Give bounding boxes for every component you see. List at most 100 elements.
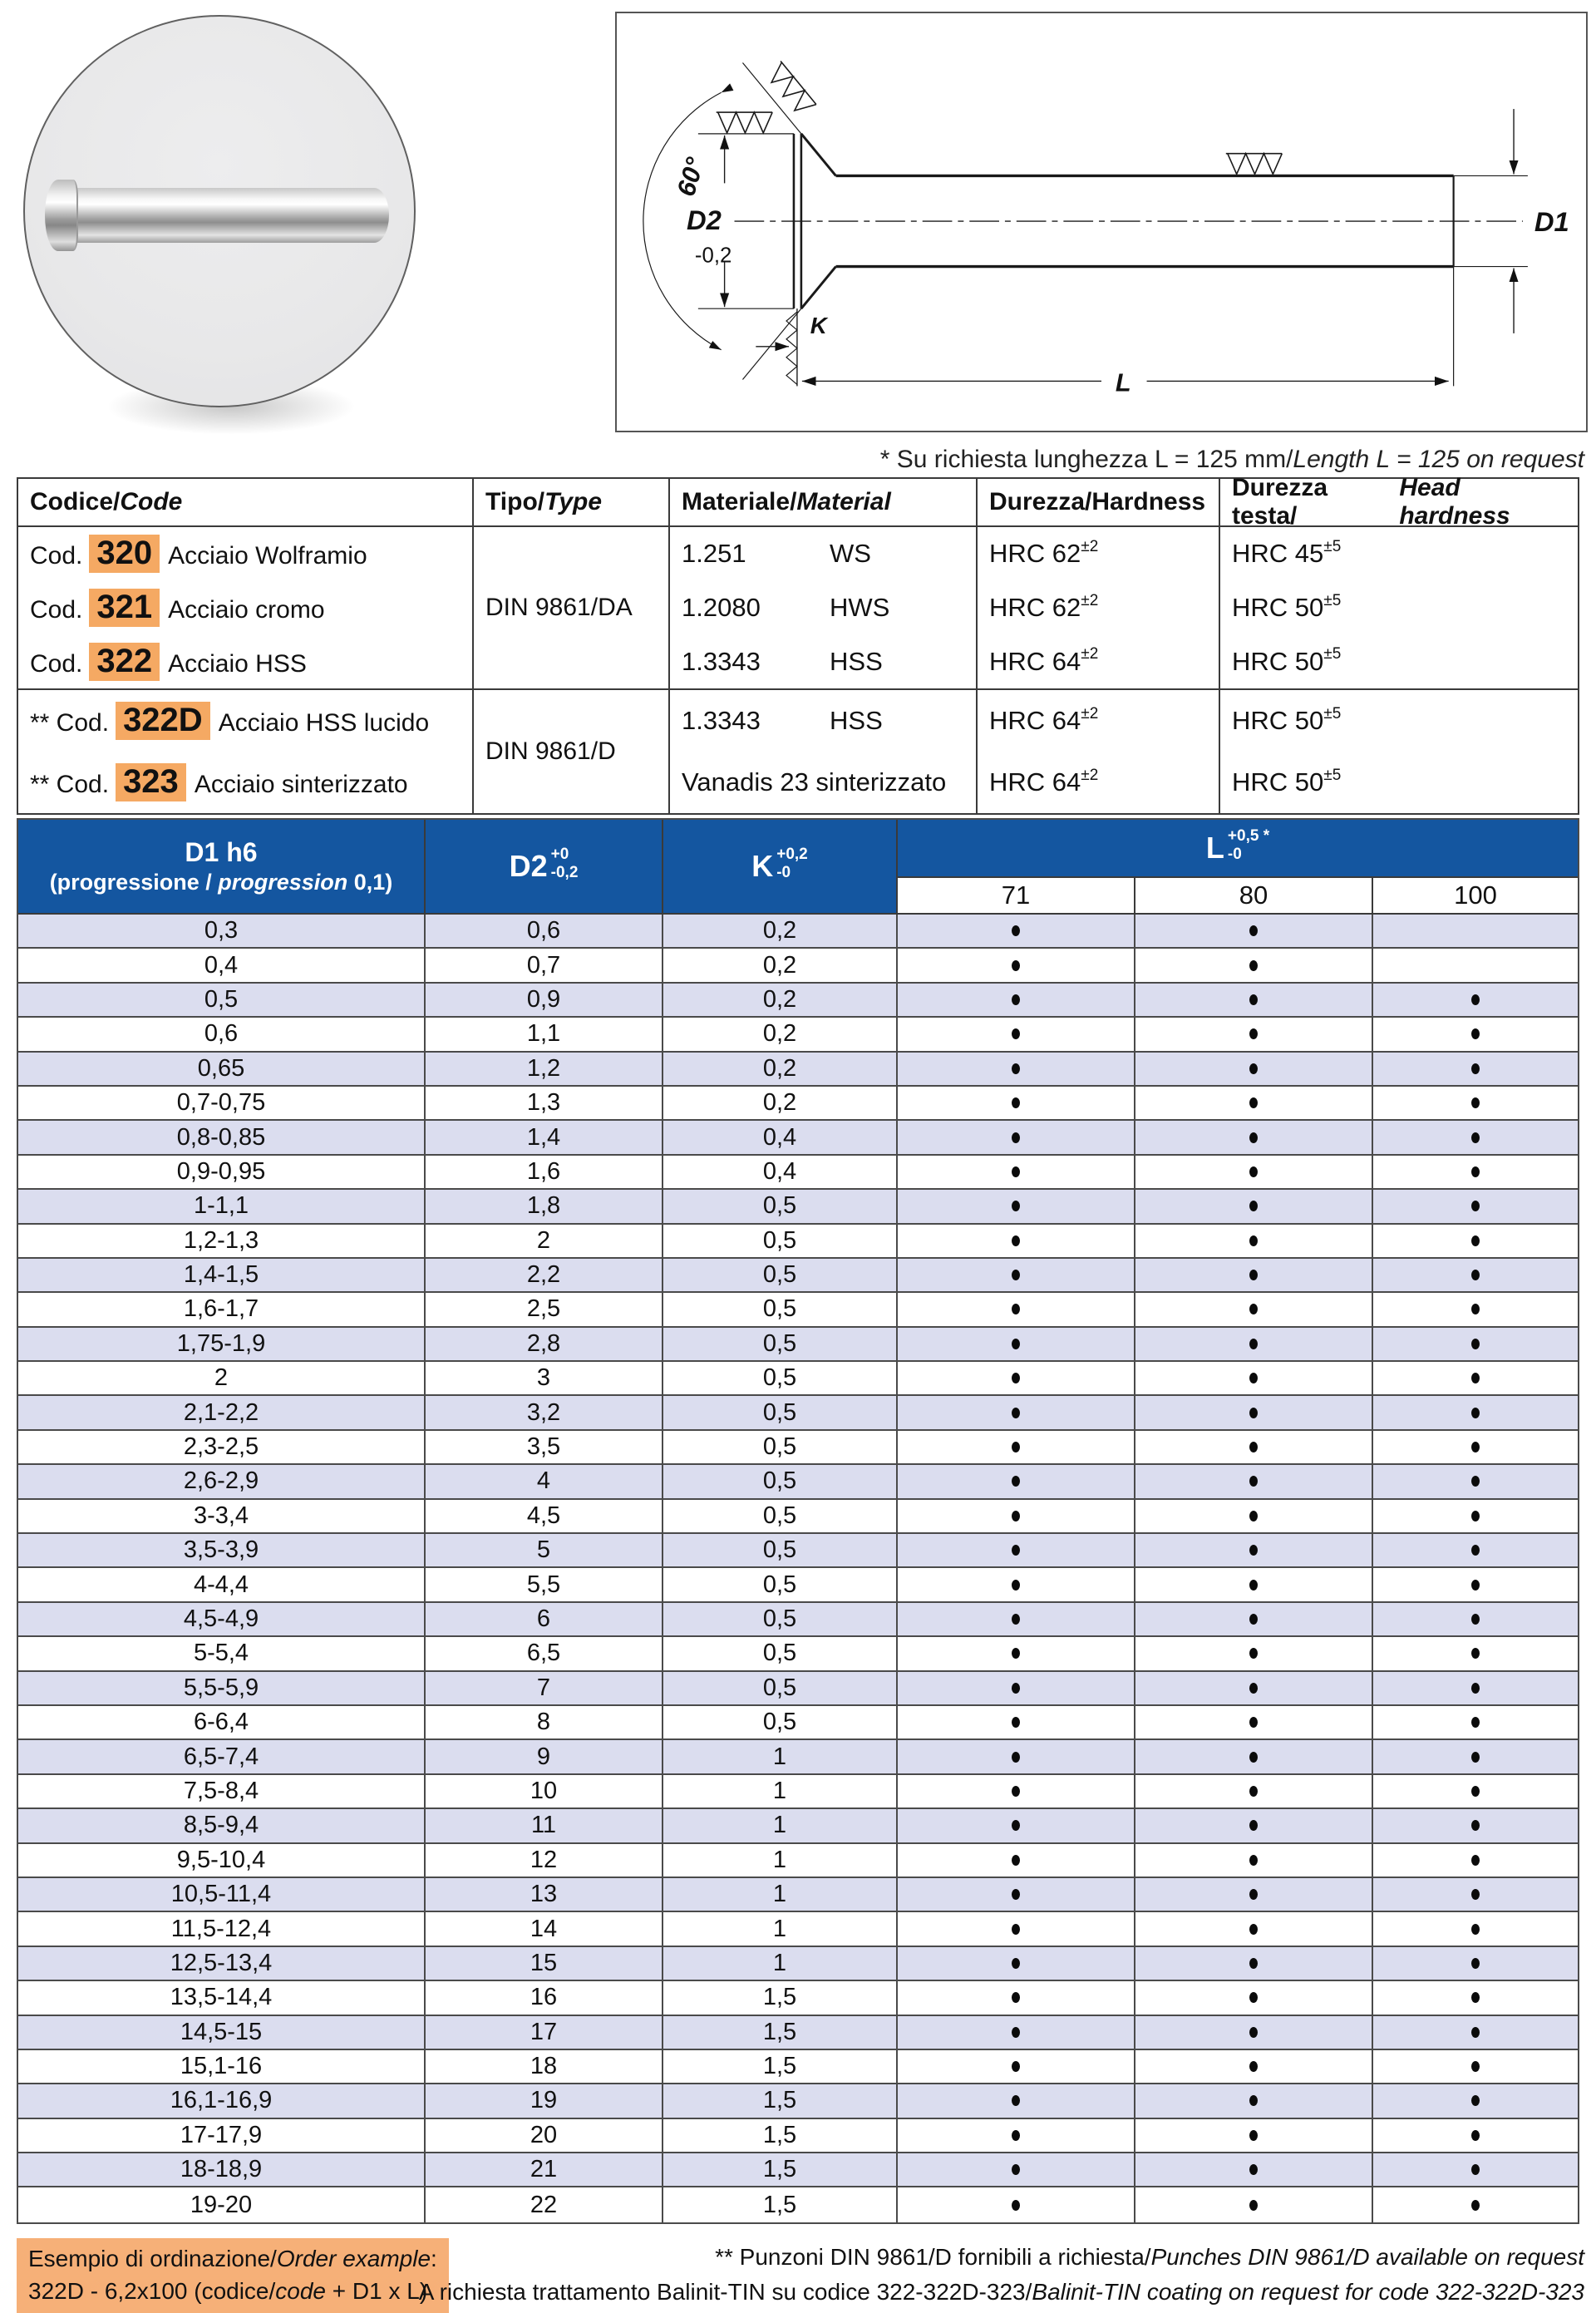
length-71-availability xyxy=(898,1843,1135,1878)
dim-table-row: 2 3 0,5 xyxy=(18,1362,1578,1397)
d1-value: 2,6-2,9 xyxy=(18,1465,426,1500)
k-value: 0,5 xyxy=(663,1534,898,1569)
punch-head-image xyxy=(45,180,78,251)
d1-value: 18-18,9 xyxy=(18,2153,426,2188)
d2-value: 1,1 xyxy=(426,1018,663,1053)
dim-table-row: 5-5,4 6,5 0,5 xyxy=(18,1637,1578,1672)
dim-table-row: 2,6-2,9 4 0,5 xyxy=(18,1465,1578,1500)
length-71-availability xyxy=(898,1740,1135,1775)
length-71-availability xyxy=(898,2015,1135,2050)
availability-dot xyxy=(1012,2026,1020,2038)
dim-table-row: 19-20 22 1,5 xyxy=(18,2187,1578,2222)
length-80-availability xyxy=(1135,2049,1373,2085)
availability-dot xyxy=(1249,1682,1258,1694)
availability-dot xyxy=(1249,1063,1258,1074)
length-80-availability xyxy=(1135,1602,1373,1638)
dim-table-row: 8,5-9,4 11 1 xyxy=(18,1809,1578,1844)
d1-value: 5,5-5,9 xyxy=(18,1671,426,1706)
availability-dot xyxy=(1012,1751,1020,1763)
length-80-availability xyxy=(1135,2153,1373,2188)
availability-dot xyxy=(1012,1648,1020,1660)
k-value: 0,4 xyxy=(663,1121,898,1156)
head-hardness-cell: HRC 45±5 HRC 50±5 HRC 50±5 xyxy=(1220,527,1578,688)
header-tipo: Tipo/Type xyxy=(474,479,670,525)
availability-dot xyxy=(1249,2199,1258,2211)
availability-dot xyxy=(1249,1751,1258,1763)
availability-dot xyxy=(1012,1235,1020,1246)
d1-value: 2,1-2,2 xyxy=(18,1396,426,1431)
availability-dot xyxy=(1471,1854,1480,1866)
length-100-availability xyxy=(1373,1568,1578,1603)
length-100-availability xyxy=(1373,1259,1578,1294)
length-100-availability xyxy=(1373,1328,1578,1363)
length-100-availability xyxy=(1373,1121,1578,1156)
dim-table-row: 0,5 0,9 0,2 xyxy=(18,983,1578,1018)
k-value: 0,5 xyxy=(663,1396,898,1431)
availability-dot xyxy=(1471,1442,1480,1453)
dim-table-row: 14,5-15 17 1,5 xyxy=(18,2015,1578,2050)
codes-table: Codice/Code Tipo/Type Materiale/Material… xyxy=(17,474,1579,815)
length-71-availability xyxy=(898,1155,1135,1191)
length-100-availability xyxy=(1373,1809,1578,1844)
length-71-availability xyxy=(898,1327,1135,1363)
k-value: 0,5 xyxy=(663,1293,898,1328)
k-value: 0,5 xyxy=(663,1362,898,1397)
d2-value: 2,5 xyxy=(426,1293,663,1328)
availability-dot xyxy=(1471,2026,1480,2038)
length-71-availability xyxy=(898,1981,1135,2016)
d2-value: 15 xyxy=(426,1946,663,1982)
header-length-80: 80 xyxy=(1135,878,1373,915)
availability-dot xyxy=(1471,1373,1480,1384)
code-chip: 322D xyxy=(116,702,210,740)
length-80-availability xyxy=(1135,2015,1373,2050)
order-example-block: Esempio di ordinazione/Order example: 32… xyxy=(17,2238,449,2313)
d1-value: 7,5-8,4 xyxy=(18,1774,426,1810)
length-71-availability xyxy=(898,1293,1135,1328)
availability-dot xyxy=(1249,1717,1258,1729)
dim-table-row: 7,5-8,4 10 1 xyxy=(18,1774,1578,1810)
header-d2: D2 +0 -0,2 xyxy=(426,820,663,915)
availability-dot xyxy=(1012,1097,1020,1109)
dim-table-row: 4-4,4 5,5 0,5 xyxy=(18,1568,1578,1603)
availability-dot xyxy=(1012,1166,1020,1177)
availability-dot xyxy=(1249,1648,1258,1660)
k-value: 0,5 xyxy=(663,1671,898,1706)
availability-dot xyxy=(1471,1304,1480,1315)
length-71-availability xyxy=(898,1602,1135,1638)
d2-value: 4,5 xyxy=(426,1499,663,1535)
k-value: 1 xyxy=(663,1843,898,1878)
length-71-availability xyxy=(898,2084,1135,2119)
length-80-availability xyxy=(1135,1121,1373,1156)
k-value: 0,5 xyxy=(663,1258,898,1294)
availability-dot xyxy=(1471,1957,1480,1969)
d1-value: 1,2-1,3 xyxy=(18,1224,426,1259)
length-80-availability xyxy=(1135,1809,1373,1844)
k-value: 1 xyxy=(663,1740,898,1775)
footer-note-punches: ** Punzoni DIN 9861/D fornibili a richie… xyxy=(715,2244,1584,2270)
length-80-availability xyxy=(1135,1946,1373,1982)
availability-dot xyxy=(1012,959,1020,971)
length-71-availability xyxy=(898,1190,1135,1225)
d1-value: 0,6 xyxy=(18,1018,426,1053)
d2-value: 1,3 xyxy=(426,1086,663,1122)
length-100-availability xyxy=(1373,1018,1578,1053)
length-80-availability xyxy=(1135,2084,1373,2119)
d2-value: 3 xyxy=(426,1362,663,1397)
length-80-availability xyxy=(1135,1155,1373,1191)
k-value: 0,4 xyxy=(663,1155,898,1191)
availability-dot xyxy=(1249,1338,1258,1349)
material-cell: 1.251 WS 1.2080 HWS 1.3343 HSS xyxy=(670,527,978,688)
dim-table-row: 3-3,4 4,5 0,5 xyxy=(18,1499,1578,1535)
length-71-availability xyxy=(898,1499,1135,1535)
dim-table-row: 0,4 0,7 0,2 xyxy=(18,949,1578,984)
d2-value: 0,7 xyxy=(426,949,663,984)
d1-value: 2 xyxy=(18,1362,426,1397)
length-100-availability xyxy=(1373,1740,1578,1775)
k-value: 0,5 xyxy=(663,1568,898,1603)
k-value: 1,5 xyxy=(663,1981,898,2016)
length-71-availability xyxy=(898,1705,1135,1741)
dim-table-row: 2,1-2,2 3,2 0,5 xyxy=(18,1396,1578,1431)
type-cell: DIN 9861/D xyxy=(474,690,670,813)
dim-table-row: 10,5-11,4 13 1 xyxy=(18,1877,1578,1913)
d2-value: 5,5 xyxy=(426,1568,663,1603)
